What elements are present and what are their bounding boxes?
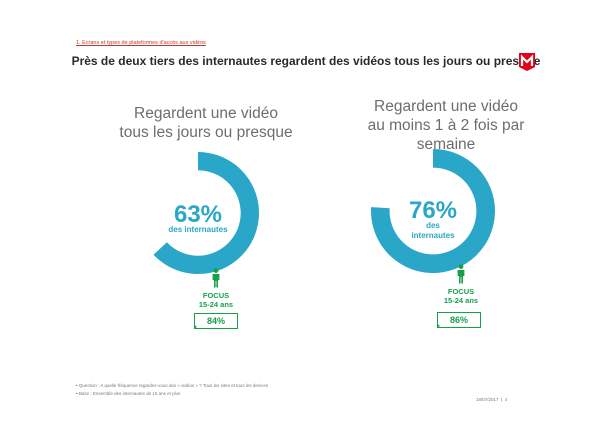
chart-1-focus: FOCUS 15-24 ans (176, 291, 256, 309)
chart-2-focus-value: 86% (449, 315, 468, 325)
chart-2-heading: Regardent une vidéo au moins 1 à 2 fois … (336, 97, 556, 154)
section-heading: 1. Ecrans et types de plateformes d'accè… (76, 40, 206, 46)
chart-1-heading-line: Regardent une vidéo (134, 105, 278, 122)
note-text: Question : A quelle fréquence regardez-v… (78, 383, 269, 388)
person-icon (457, 264, 465, 284)
person-icon (212, 268, 220, 288)
footer: 18/07/2017 | 4 (476, 397, 507, 402)
chart-1-sublabel: des internautes (148, 225, 248, 235)
chart-2-arc-segment (371, 149, 495, 273)
chart-2-sublabel-line: des (426, 221, 440, 230)
note-text: Base : Ensemble des internautes de 15 an… (78, 391, 181, 396)
focus-group: 15-24 ans (198, 300, 234, 309)
chart-2-heading-line: semaine (416, 136, 476, 153)
note-question: • Question : A quelle fréquence regardez… (76, 383, 268, 388)
chart-2-sublabel-line: internautes (411, 231, 455, 240)
note-base: • Base : Ensemble des internautes de 15 … (76, 391, 180, 396)
chart-2-heading-line: Regardent une vidéo (374, 98, 518, 115)
chart-2-heading-line: au moins 1 à 2 fois par (367, 117, 525, 134)
focus-group: 15-24 ans (443, 296, 479, 305)
chart-1-heading-line: tous les jours ou presque (119, 124, 293, 141)
page-title: Près de deux tiers des internautes regar… (71, 54, 541, 68)
chart-1-value-label: 63% (173, 201, 223, 228)
focus-label: FOCUS (202, 291, 230, 300)
focus-value-box (437, 312, 481, 328)
chart-2-value-label: 76% (408, 197, 458, 224)
chart-1-focus-value: 84% (206, 316, 225, 326)
footer-page: 4 (504, 397, 508, 402)
focus-value-box (194, 313, 238, 329)
chart-1-sublabel-line: des internautes (168, 225, 228, 234)
chart-1-donut (153, 152, 259, 274)
bullet-icon: • (76, 383, 78, 388)
chart-1-heading: Regardent une vidéo tous les jours ou pr… (76, 104, 336, 142)
chart-1-arc-segment (153, 152, 259, 274)
bullet-icon: • (76, 391, 78, 396)
chart-2-donut (371, 149, 495, 273)
footer-date: 18/07/2017 (476, 397, 499, 402)
chart-2-focus: FOCUS 15-24 ans (421, 287, 501, 305)
footer-separator: | (499, 397, 504, 402)
focus-label: FOCUS (447, 287, 475, 296)
brand-logo (519, 53, 535, 71)
chart-2-sublabel: des internautes (383, 221, 483, 241)
